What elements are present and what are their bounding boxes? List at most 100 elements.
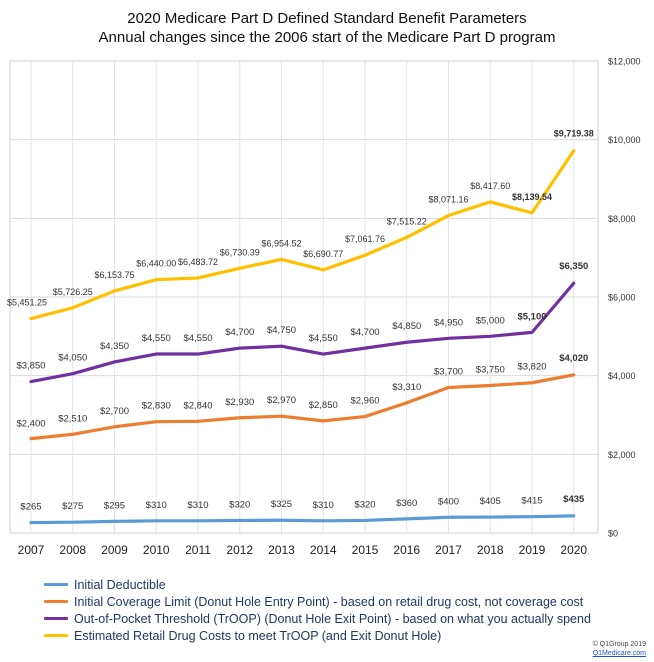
data-label: $5,451.25 xyxy=(7,298,47,308)
data-label: $3,820 xyxy=(517,362,546,373)
data-label: $275 xyxy=(62,501,83,512)
data-label: $405 xyxy=(480,496,501,507)
legend-swatch xyxy=(44,583,68,586)
data-label: $4,750 xyxy=(267,325,296,336)
data-label: $5,100 xyxy=(517,311,546,322)
data-label: $6,350 xyxy=(559,261,588,272)
data-label: $2,830 xyxy=(142,401,171,412)
data-label: $6,483.72 xyxy=(178,257,218,267)
legend: Initial Deductible Initial Coverage Limi… xyxy=(44,576,591,644)
x-tick-label: 2012 xyxy=(226,543,253,557)
series-line xyxy=(29,281,576,384)
data-label: $8,139.54 xyxy=(512,192,552,202)
data-label: $4,700 xyxy=(350,327,379,338)
chart-title: 2020 Medicare Part D Defined Standard Be… xyxy=(127,10,527,27)
data-labels: $265 $275 $295 $310 $310 $320 $325 $310 $320 $360… xyxy=(7,129,594,513)
data-label: $2,400 xyxy=(16,419,45,430)
x-tick-label: 2015 xyxy=(352,543,379,557)
legend-label: Initial Coverage Limit (Donut Hole Entry… xyxy=(74,594,584,609)
x-tick-label: 2007 xyxy=(18,543,45,557)
data-label: $4,350 xyxy=(100,341,129,352)
y-tick-label: $10,000 xyxy=(608,135,641,145)
data-label: $7,061.76 xyxy=(345,234,385,244)
data-label: $325 xyxy=(271,499,292,510)
data-label: $6,440.00 xyxy=(136,259,176,269)
legend-label: Estimated Retail Drug Costs to meet TrOO… xyxy=(74,628,442,643)
data-label: $2,510 xyxy=(58,413,87,424)
legend-item-coverage-limit: Initial Coverage Limit (Donut Hole Entry… xyxy=(44,593,591,610)
data-label: $8,071.16 xyxy=(428,195,468,205)
x-tick-label: 2017 xyxy=(435,543,462,557)
data-label: $2,700 xyxy=(100,406,129,417)
y-tick-label: $12,000 xyxy=(608,57,641,67)
legend-label: Initial Deductible xyxy=(74,577,166,592)
legend-item-troop: Out-of-Pocket Threshold (TrOOP) (Donut H… xyxy=(44,610,591,627)
data-label: $2,840 xyxy=(183,400,212,411)
x-tick-label: 2013 xyxy=(268,543,295,557)
legend-swatch xyxy=(44,634,68,637)
y-tick-label: $0 xyxy=(608,529,618,539)
data-label: $310 xyxy=(187,500,208,511)
x-axis-ticks: 2007 2008 2009 2010 2011 2012 2013 2014 2015 2016… xyxy=(18,543,588,557)
data-label: $2,930 xyxy=(225,397,254,408)
data-label: $360 xyxy=(396,498,417,509)
copyright-text: © Q1Group 2019 xyxy=(592,641,646,648)
data-label: $4,020 xyxy=(559,353,588,364)
legend-label: Out-of-Pocket Threshold (TrOOP) (Donut H… xyxy=(74,611,591,626)
y-tick-label: $4,000 xyxy=(608,371,636,381)
x-tick-label: 2018 xyxy=(477,543,504,557)
series-line xyxy=(29,514,576,525)
data-label: $4,550 xyxy=(142,333,171,344)
data-label: $265 xyxy=(20,502,41,513)
plot-border xyxy=(9,60,599,534)
data-label: $6,690.77 xyxy=(303,249,343,259)
data-label: $3,750 xyxy=(476,365,505,376)
legend-item-retail-cost: Estimated Retail Drug Costs to meet TrOO… xyxy=(44,627,591,644)
x-tick-label: 2009 xyxy=(101,543,128,557)
data-label: $3,310 xyxy=(392,382,421,393)
data-label: $310 xyxy=(313,500,334,511)
data-label: $2,960 xyxy=(350,396,379,407)
data-label: $4,550 xyxy=(309,333,338,344)
site-link[interactable]: Q1Medicare.com xyxy=(592,650,646,657)
data-label: $4,550 xyxy=(183,333,212,344)
data-label: $400 xyxy=(438,496,459,507)
x-tick-label: 2008 xyxy=(59,543,86,557)
x-tick-label: 2010 xyxy=(143,543,170,557)
data-label: $415 xyxy=(521,496,542,507)
y-tick-label: $8,000 xyxy=(608,214,636,224)
data-label: $5,726.25 xyxy=(53,287,93,297)
data-label: $310 xyxy=(146,500,167,511)
series-line xyxy=(29,373,576,441)
series-lines xyxy=(29,149,576,525)
data-label: $320 xyxy=(354,499,375,510)
data-label: $8,417.60 xyxy=(470,181,510,191)
data-label: $4,850 xyxy=(392,321,421,332)
data-label: $435 xyxy=(563,494,585,505)
data-label: $9,719.38 xyxy=(554,129,594,139)
x-tick-label: 2016 xyxy=(393,543,420,557)
data-label: $4,700 xyxy=(225,327,254,338)
chart-plot: $0 $2,000 $4,000 $6,000 $8,000 $10,000 $12,000… xyxy=(7,57,641,558)
y-tick-label: $6,000 xyxy=(608,293,636,303)
data-label: $6,954.52 xyxy=(261,238,301,248)
data-label: $6,153.75 xyxy=(94,270,134,280)
x-tick-label: 2019 xyxy=(519,543,546,557)
data-label: $5,000 xyxy=(476,315,505,326)
x-tick-label: 2011 xyxy=(185,543,211,557)
legend-swatch xyxy=(44,617,68,620)
data-label: $2,970 xyxy=(267,395,296,406)
x-tick-label: 2014 xyxy=(310,543,337,557)
y-tick-label: $2,000 xyxy=(608,450,636,460)
data-label: $7,515.22 xyxy=(387,216,427,226)
data-label: $295 xyxy=(104,500,125,511)
data-label: $4,950 xyxy=(434,317,463,328)
data-label: $2,850 xyxy=(309,400,338,411)
legend-item-deductible: Initial Deductible xyxy=(44,576,591,593)
data-label: $3,700 xyxy=(434,366,463,377)
x-tick-label: 2020 xyxy=(560,543,587,557)
series-line xyxy=(29,149,576,321)
y-axis-ticks: $0 $2,000 $4,000 $6,000 $8,000 $10,000 $12,000 xyxy=(608,57,641,539)
grid-lines xyxy=(9,60,599,534)
